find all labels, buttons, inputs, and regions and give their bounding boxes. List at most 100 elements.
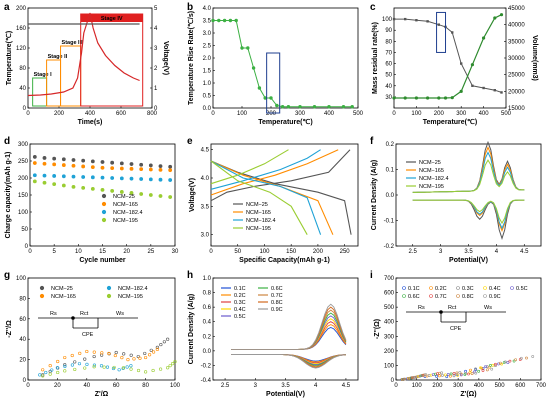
capacity-point [71, 163, 76, 168]
nyquist-rate-point [512, 359, 516, 363]
chart-b: 0 100 200 300 400 500 0.0 0.5 1.0 1.5 2.0 2.5 3.0 3.5… [187, 2, 364, 126]
nyquist-point [92, 350, 96, 354]
nyquist-point [63, 355, 67, 360]
y-tick-label: 3.5 [201, 204, 210, 210]
rise-rate-point [228, 18, 233, 23]
mass-point [471, 84, 474, 87]
legend-swatch [456, 294, 460, 298]
nyquist-point [56, 359, 60, 364]
nyquist-rate-point [417, 374, 421, 378]
nyquist-point [55, 366, 60, 370]
cv-rate-anodic [231, 312, 347, 350]
circuit-rs-label: Rs [50, 311, 57, 317]
plot-frame [210, 143, 359, 247]
legend-swatch [510, 286, 514, 290]
x-tick-label: 2.5 [221, 383, 230, 389]
rise-rate-point [280, 105, 285, 109]
nyquist-rate-point [498, 361, 502, 365]
mass-point [437, 23, 440, 26]
capacity-point [110, 189, 115, 193]
nyquist-rate-point [506, 361, 510, 364]
nyquist-point [78, 351, 82, 355]
y-tick-label: 0 [23, 378, 27, 384]
nyquist-rate-point [403, 377, 407, 381]
legend-swatch [101, 217, 107, 223]
nyquist-point [132, 357, 136, 361]
nyquist-rate-point [494, 362, 497, 366]
capacity-point [32, 161, 37, 165]
y-axis-label: Temperature Rise Rate(℃/s) [187, 11, 195, 105]
y-tick-label: 0.5 [203, 94, 212, 100]
y-tick-label: 200 [16, 6, 27, 12]
legend-label: 0.6C [271, 286, 283, 292]
y-tick-label: 400 [384, 320, 395, 326]
nyquist-point [102, 365, 106, 369]
nyquist-point [112, 365, 116, 370]
mass-point [460, 62, 463, 65]
x-tick-label: 600 [116, 111, 127, 117]
capacity-point [129, 176, 134, 181]
y-tick-label: 120 [16, 46, 27, 52]
y-tick-label: 2.5 [203, 44, 212, 50]
x-tick-label: 25 [147, 249, 154, 255]
x-tick-label: 250 [340, 249, 351, 255]
legend-label: 0.1C [408, 286, 420, 292]
volume-line [394, 14, 502, 99]
nyquist-point [63, 364, 67, 368]
x-tick-label: 15 [99, 249, 106, 255]
nyquist-point [136, 354, 140, 359]
nyquist-point [144, 370, 148, 374]
capacity-point [119, 176, 124, 181]
x-tick-label: 60 [113, 383, 120, 389]
legend-swatch [483, 294, 487, 298]
x-tick-label: 5 [52, 249, 56, 255]
x-tick-label: 0 [28, 249, 32, 255]
panel-letter: d [4, 136, 10, 147]
nyquist-point [117, 368, 121, 372]
x-tick-label: 0 [209, 249, 213, 255]
capacity-point [129, 162, 134, 166]
cv-cathodic [412, 199, 525, 241]
panel-letter: c [370, 2, 376, 13]
y2-tick-label: 3 [154, 46, 158, 52]
x-tick-label: 20 [54, 383, 61, 389]
legend-label: NCM−25 [51, 286, 73, 292]
capacity-point [129, 191, 134, 195]
nyquist-point [48, 372, 52, 376]
nyquist-point [114, 350, 118, 355]
legend-label: 0.7C [435, 294, 447, 300]
mass-point [415, 19, 418, 22]
capacity-point [52, 162, 57, 167]
x-tick-label: 800 [147, 111, 158, 117]
legend-label: NCM−25 [419, 160, 441, 166]
nyquist-rate-point [531, 355, 535, 358]
highlight-box [436, 11, 447, 53]
nyquist-rate-point [468, 371, 472, 375]
volume-point [499, 13, 504, 17]
legend-label: 0.6C [408, 294, 420, 300]
x-axis-label: Z'/Ω [95, 391, 109, 398]
capacity-point [100, 160, 105, 164]
legend-label: 0.8C [271, 300, 283, 306]
volume-point [459, 89, 463, 93]
nyquist-rate-point [443, 373, 447, 377]
x-tick-label: 80 [142, 383, 149, 389]
x-axis-label: Potential(V) [449, 257, 488, 264]
legend-swatch [456, 286, 460, 290]
y2-tick-label: 40000 [508, 23, 525, 29]
legend-label: 0.7C [271, 293, 283, 299]
nyquist-rate-point [445, 375, 449, 379]
plot-frame [395, 277, 542, 381]
charge-curve [210, 149, 351, 202]
discharge-curve [210, 160, 308, 235]
capacity-point [100, 175, 105, 180]
x-axis-label: Time(s) [78, 119, 103, 126]
nyquist-point [151, 350, 156, 354]
mass-point [404, 17, 407, 21]
nyquist-rate-point [479, 366, 482, 370]
x-axis-label: Specific Capacity(mAh g-1) [239, 257, 330, 264]
nyquist-point [41, 368, 45, 372]
y-tick-label: 0.4 [203, 320, 212, 326]
nyquist-rate-point [525, 356, 528, 360]
capacity-point [139, 192, 144, 196]
